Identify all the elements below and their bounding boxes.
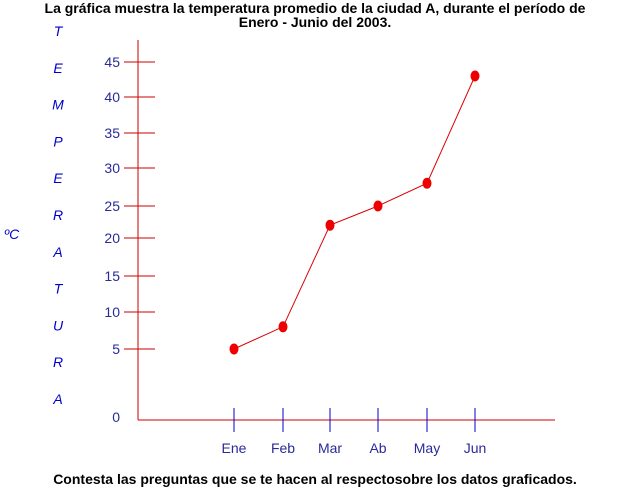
- footer-instruction: Contesta las preguntas que se te hacen a…: [53, 471, 577, 487]
- chart-title-line-1: La gráfica muestra la temperatura promed…: [45, 0, 586, 16]
- x-ticks: Ene Feb Mar Ab May Jun: [222, 408, 487, 456]
- y-axis-unit: ºC: [4, 226, 20, 242]
- y-axis-label-letter: E: [53, 60, 63, 76]
- y-tick-label: 25: [104, 198, 120, 214]
- x-tick-label: Ab: [369, 440, 386, 456]
- data-point: [422, 177, 432, 189]
- y-axis-label-letter: E: [53, 170, 63, 186]
- y-axis-label-letter: T: [54, 281, 64, 297]
- y-tick-label: 35: [104, 125, 120, 141]
- temperature-series: [229, 70, 480, 355]
- x-tick-label: Mar: [318, 440, 342, 456]
- y-ticks: 0 5 10 15 20 25 30 35 40 45: [104, 54, 155, 425]
- x-tick-label: Ene: [222, 440, 247, 456]
- y-axis-label: T E M P E R A T U R A: [52, 23, 64, 407]
- data-point: [470, 70, 480, 82]
- y-axis-label-letter: U: [53, 317, 64, 333]
- y-tick-label: 45: [104, 54, 120, 70]
- y-tick-label: 10: [104, 304, 120, 320]
- y-axis-label-letter: P: [53, 133, 63, 149]
- y-axis-label-letter: T: [54, 23, 64, 39]
- x-tick-label: Feb: [271, 440, 295, 456]
- data-point: [229, 343, 239, 355]
- data-point: [373, 200, 383, 212]
- y-axis-label-letter: R: [53, 354, 63, 370]
- y-tick-label: 40: [104, 89, 120, 105]
- x-tick-label: May: [414, 440, 440, 456]
- y-tick-label: 5: [112, 341, 120, 357]
- series-line: [233, 75, 476, 350]
- y-axis-label-letter: A: [52, 244, 62, 260]
- y-tick-label: 15: [104, 268, 120, 284]
- y-axis-label-letter: M: [52, 97, 64, 113]
- x-tick-label: Jun: [464, 440, 487, 456]
- y-axis-label-letter: A: [52, 391, 62, 407]
- y-tick-label: 30: [104, 160, 120, 176]
- chart-title-line-2: Enero - Junio del 2003.: [239, 14, 392, 30]
- data-point: [278, 321, 288, 333]
- y-axis-label-letter: R: [53, 207, 63, 223]
- y-tick-label: 0: [112, 409, 120, 425]
- data-point: [325, 219, 335, 231]
- y-tick-label: 20: [104, 230, 120, 246]
